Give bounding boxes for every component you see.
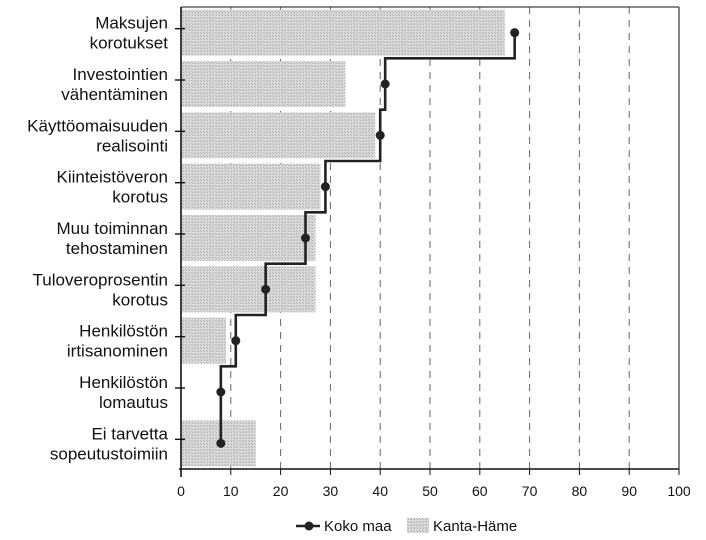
category-label-line: vähentäminen	[61, 85, 168, 104]
category-label-line: Henkilöstön	[79, 373, 168, 392]
x-tick-label: 0	[177, 483, 185, 499]
x-tick-label: 100	[667, 483, 691, 499]
category-labels: Maksujen korotukset Investointien vähentämi…	[27, 14, 168, 464]
legend-label-kanta-hame: Kanta-Häme	[433, 518, 517, 535]
bar	[181, 112, 376, 159]
category-label-line: lomautus	[99, 393, 168, 412]
category-label-line: irtisanominen	[67, 342, 168, 361]
category-label-line: sopeutustoimiin	[50, 444, 168, 463]
bar	[181, 317, 226, 364]
legend-dot-marker	[304, 521, 314, 531]
x-tick-label: 40	[372, 483, 388, 499]
x-tick-label: 30	[323, 483, 339, 499]
bar	[181, 266, 316, 313]
x-tick-label: 90	[621, 483, 637, 499]
category-label-line: Käyttöomaisuuden	[27, 116, 168, 135]
category-label-line: realisointi	[96, 136, 168, 155]
legend-box-marker	[407, 518, 429, 533]
koko-maa-point	[320, 182, 330, 192]
category-label-line: tehostaminen	[66, 239, 168, 258]
category-label-line: Tuloveroprosentin	[33, 270, 168, 289]
category-label: Käyttöomaisuuden realisointi	[27, 116, 168, 155]
bar	[181, 9, 505, 56]
koko-maa-point	[510, 28, 520, 38]
koko-maa-point	[380, 79, 390, 89]
x-tick-label: 20	[273, 483, 289, 499]
koko-maa-line	[219, 32, 516, 444]
koko-maa-point	[231, 336, 241, 346]
bar	[181, 163, 321, 210]
category-label: Investointien vähentäminen	[61, 65, 168, 104]
category-label-line: Kiinteistöveron	[56, 168, 168, 187]
koko-maa-point	[301, 233, 310, 243]
step-line	[216, 28, 520, 448]
category-label-line: Muu toiminnan	[56, 219, 168, 238]
legend-label-koko-maa: Koko maa	[324, 518, 392, 535]
bar	[181, 215, 316, 261]
category-label: Maksujen korotukset	[90, 14, 169, 53]
category-label: Tuloveroprosentin korotus	[33, 270, 168, 309]
category-label: Henkilöstön irtisanominen	[67, 322, 168, 361]
legend: Koko maa Kanta-Häme	[296, 518, 517, 535]
category-label-line: korotus	[112, 188, 168, 207]
x-tick-label: 10	[223, 483, 239, 499]
koko-maa-point	[216, 438, 226, 448]
bars	[181, 9, 505, 467]
x-axis-ticks: 0 10 20 30 40 50 60 70 80 90 100	[177, 469, 691, 499]
plot-frame	[175, 6, 680, 477]
category-label-line: Maksujen	[95, 14, 168, 33]
category-label: Henkilöstön lomautus	[79, 373, 168, 412]
x-tick-label: 50	[422, 483, 438, 499]
category-label-line: korotus	[112, 290, 168, 309]
category-label-line: korotukset	[90, 34, 169, 53]
category-label: Kiinteistöveron korotus	[56, 168, 168, 207]
bar	[181, 61, 346, 107]
x-tick-label: 70	[522, 483, 538, 499]
category-label-line: Investointien	[73, 65, 168, 84]
category-label: Ei tarvetta sopeutustoimiin	[50, 424, 169, 463]
x-tick-label: 60	[472, 483, 488, 499]
category-label: Muu toiminnan tehostaminen	[56, 219, 168, 258]
koko-maa-point	[216, 387, 226, 397]
koko-maa-point	[375, 130, 385, 140]
category-label-line: Ei tarvetta	[91, 424, 168, 443]
x-tick-label: 80	[572, 483, 588, 499]
category-label-line: Henkilöstön	[79, 322, 168, 341]
koko-maa-point	[261, 284, 271, 294]
